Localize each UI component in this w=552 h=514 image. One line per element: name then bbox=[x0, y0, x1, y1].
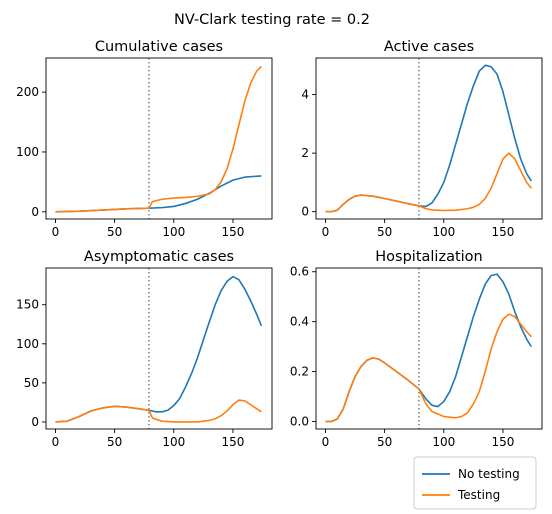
series-line-testing bbox=[55, 399, 262, 423]
legend: No testing Testing bbox=[413, 456, 537, 510]
x-tick-label: 50 bbox=[107, 435, 122, 449]
y-tick-label: 0 bbox=[31, 205, 39, 219]
legend-label: Testing bbox=[457, 488, 500, 502]
y-tick-label: 50 bbox=[24, 376, 39, 390]
x-tick-label: 100 bbox=[432, 435, 455, 449]
subplot-title: Hospitalization bbox=[375, 249, 482, 265]
subplot-3: Asymptomatic cases 0 50 100 150 0 50 100 150 bbox=[16, 249, 273, 449]
subplot-1: Cumulative cases 0 50 100 150 0 100 200 bbox=[16, 39, 273, 239]
y-tick-label: 0 bbox=[31, 415, 39, 429]
x-tick-label: 150 bbox=[221, 435, 244, 449]
subplot-2: Active cases 0 50 100 150 0 2 4 bbox=[301, 39, 543, 239]
y-tick-label: 100 bbox=[16, 145, 39, 159]
y-tick-label: 0.4 bbox=[290, 315, 309, 329]
series-line-testing bbox=[325, 313, 532, 423]
x-tick-label: 100 bbox=[162, 225, 185, 239]
y-tick-label: 2 bbox=[301, 146, 309, 160]
y-tick-label: 4 bbox=[301, 88, 309, 102]
legend-box bbox=[413, 456, 537, 510]
x-tick-label: 50 bbox=[107, 225, 122, 239]
y-tick-label: 150 bbox=[16, 298, 39, 312]
y-tick-label: 0 bbox=[301, 205, 309, 219]
legend-label: No testing bbox=[458, 467, 520, 481]
series-line-testing bbox=[325, 152, 532, 213]
x-tick-label: 150 bbox=[491, 435, 514, 449]
axes-frame bbox=[45, 267, 273, 430]
y-tick-label: 0.2 bbox=[290, 365, 309, 379]
x-tick-label: 0 bbox=[322, 435, 330, 449]
x-tick-label: 150 bbox=[491, 225, 514, 239]
axes-frame bbox=[45, 57, 273, 220]
subplot-4: Hospitalization 0 50 100 150 0.0 0.2 0.4 0.6 bbox=[290, 249, 543, 449]
y-tick-label: 0.0 bbox=[290, 415, 309, 429]
x-tick-label: 0 bbox=[52, 225, 60, 239]
subplot-title: Active cases bbox=[384, 39, 474, 55]
series-line-no-testing bbox=[55, 175, 262, 213]
series-line-no-testing bbox=[325, 64, 533, 213]
x-tick-label: 150 bbox=[221, 225, 244, 239]
x-tick-label: 0 bbox=[322, 225, 330, 239]
y-tick-label: 0.6 bbox=[290, 265, 309, 279]
subplot-title: Cumulative cases bbox=[95, 39, 223, 55]
series-line-testing bbox=[55, 65, 262, 213]
x-tick-label: 100 bbox=[162, 435, 185, 449]
x-tick-label: 50 bbox=[377, 225, 392, 239]
series-line-no-testing bbox=[55, 275, 263, 423]
x-tick-label: 100 bbox=[432, 225, 455, 239]
figure-suptitle: NV-Clark testing rate = 0.2 bbox=[174, 12, 370, 28]
axes-frame bbox=[315, 267, 543, 430]
y-tick-label: 200 bbox=[16, 85, 39, 99]
y-tick-label: 100 bbox=[16, 337, 39, 351]
x-tick-label: 50 bbox=[377, 435, 392, 449]
x-tick-label: 0 bbox=[52, 435, 60, 449]
axes-frame bbox=[315, 57, 543, 220]
series-line-no-testing bbox=[325, 273, 533, 423]
subplot-title: Asymptomatic cases bbox=[84, 249, 234, 265]
